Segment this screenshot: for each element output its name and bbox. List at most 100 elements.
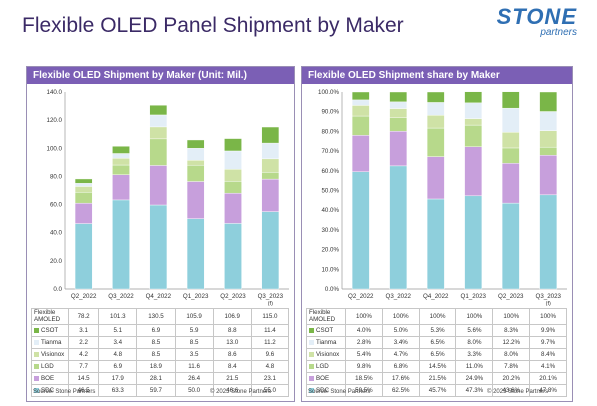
series-label: CSOT (306, 324, 346, 337)
total-cell: 100% (381, 308, 420, 325)
y-tick-label: 80.0 (50, 173, 63, 180)
series-name: Visionox (41, 351, 65, 358)
bar-segment-lgd (261, 172, 280, 180)
value-cell: 8.3% (492, 324, 531, 337)
bar-segment-boe (186, 181, 205, 219)
value-cell: 5.3% (418, 324, 457, 337)
value-cell: 8.5 (136, 336, 176, 349)
bar-segment-boe (224, 192, 242, 224)
y-tick-label: 40.0% (321, 207, 339, 214)
value-cell: 11.4 (250, 324, 290, 337)
value-cell: 62.5% (381, 384, 420, 397)
table-header-row: Flexible AMOLED 100% 100% 100% 100% 100% 100% (306, 308, 567, 325)
bar-segment-boe (351, 135, 370, 172)
bar-segment-lgd (539, 146, 558, 156)
y-tick-label: 0.0% (325, 286, 340, 293)
value-cell: 63.3 (98, 384, 138, 397)
value-cell: 11.0% (455, 360, 494, 373)
legend-swatch (309, 363, 314, 369)
legend-swatch (34, 351, 39, 357)
value-cell: 9.9% (529, 324, 567, 337)
series-name: SDC (41, 387, 55, 394)
legend-swatch (309, 339, 314, 345)
value-cell: 8.4% (529, 348, 567, 361)
bar-segment-sdc (501, 202, 520, 290)
total-cell: 100% (455, 308, 494, 325)
bar-segment-boe (501, 163, 520, 204)
value-cell: 5.6% (455, 324, 494, 337)
value-cell: 8.6 (212, 348, 252, 361)
y-tick-label: 10.0% (321, 266, 339, 273)
bar-segment-boe (539, 155, 558, 196)
value-cell: 18.9 (136, 360, 176, 373)
bar-segment-csot (74, 178, 93, 184)
y-tick-label: 0.0 (53, 286, 62, 293)
series-name: BOE (316, 375, 330, 382)
bar-segment-sdc (539, 194, 558, 290)
shipment-data-table: Flexible AMOLED 78.2 101.3 130.5 105.9 106.9 1… (31, 308, 290, 397)
value-cell: 20.1% (529, 372, 567, 385)
series-label: Tianma (31, 336, 69, 349)
slide-title: Flexible OLED Panel Shipment by Maker (22, 14, 404, 37)
value-cell: 45.7% (418, 384, 457, 397)
bar-segment-visionox (501, 131, 520, 149)
bar-segment-tianma (224, 150, 242, 170)
bar-segment-sdc (261, 211, 280, 290)
value-cell: 3.4 (98, 336, 138, 349)
x-tick-label: Q3_2022 (386, 293, 412, 300)
y-tick-label: 20.0 (50, 258, 63, 265)
x-tick-label: Q3_2023 (258, 293, 284, 300)
table-row: LGD 9.8% 6.8% 14.5% 11.0% 7.8% 4.1% (306, 360, 567, 373)
series-label: SDC (306, 384, 346, 397)
bar-segment-csot (501, 91, 520, 109)
bar-segment-csot (261, 126, 280, 144)
value-cell: 4.8 (98, 348, 138, 361)
x-tick-label: Q2_2022 (71, 293, 97, 300)
bar-segment-visionox (261, 158, 280, 173)
bar-segment-boe (74, 202, 93, 224)
value-cell: 4.2 (67, 348, 100, 361)
value-cell: 59.5% (345, 384, 383, 397)
value-cell: 8.4 (212, 360, 252, 373)
series-name: LGD (41, 363, 54, 370)
bar-segment-tianma (112, 153, 130, 159)
y-tick-label: 40.0 (50, 230, 63, 237)
legend-swatch (309, 327, 314, 333)
bar-segment-boe (112, 174, 130, 201)
logo-sub-text: partners (540, 27, 577, 38)
share-stacked-bar-chart: 0.0% 10.0% 20.0% 30.0% 40.0% 50.0% 60.0% 70.0% 8… (318, 89, 567, 307)
bar-segment-tianma (464, 102, 483, 119)
value-cell: 3.4% (381, 336, 420, 349)
value-cell: 26.4 (174, 372, 214, 385)
bar-segment-lgd (389, 117, 408, 132)
bar-segment-csot (149, 105, 168, 116)
bar-segment-lgd (224, 181, 242, 194)
bar-segment-visionox (74, 186, 93, 193)
table-row: SDC 46.5 63.3 59.7 50.0 46.6 55.0 (31, 384, 290, 397)
value-cell: 3.3% (455, 348, 494, 361)
bar-segment-tianma (74, 183, 93, 187)
bar-segment-sdc (224, 223, 242, 290)
value-cell: 43.6% (492, 384, 531, 397)
bar-segment-tianma (501, 107, 520, 133)
bar-segment-visionox (464, 118, 483, 126)
bar-segment-lgd (74, 192, 93, 204)
row-header-label: Flexible AMOLED (31, 308, 69, 325)
legend-swatch (34, 327, 39, 333)
value-cell: 8.0% (455, 336, 494, 349)
bar-segment-csot (539, 91, 558, 112)
series-label: Visionox (31, 348, 69, 361)
table-row: Tianma 2.8% 3.4% 6.5% 8.0% 12.2% 9.7% (306, 336, 567, 349)
value-cell: 8.8 (212, 324, 252, 337)
series-label: Tianma (306, 336, 346, 349)
value-cell: 13.0 (212, 336, 252, 349)
bar-segment-csot (186, 139, 205, 149)
bar-segment-lgd (351, 115, 370, 136)
value-cell: 14.5% (418, 360, 457, 373)
table-row: CSOT 3.1 5.1 6.9 5.9 8.8 11.4 (31, 324, 290, 337)
bar-segment-sdc (389, 165, 408, 290)
table-header-row: Flexible AMOLED 78.2 101.3 130.5 105.9 106.9 1… (31, 308, 290, 325)
x-tick-label: Q2_2023 (498, 293, 524, 300)
bar-segment-visionox (351, 105, 370, 117)
series-label: CSOT (31, 324, 69, 337)
